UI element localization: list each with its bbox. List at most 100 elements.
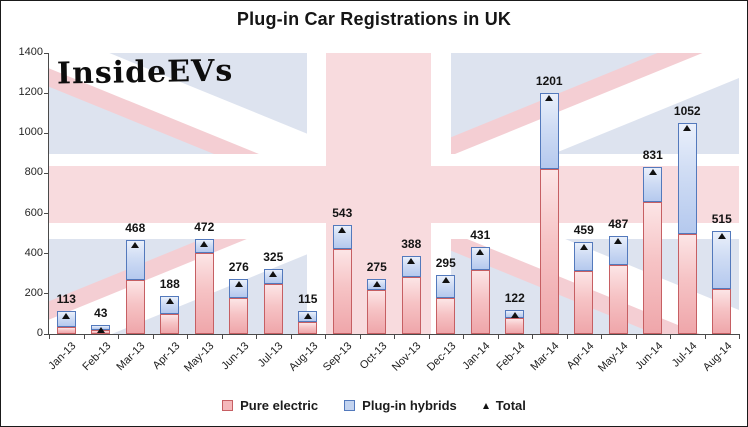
bar-plugin-hybrids-sep-13 (332, 225, 352, 249)
y-axis-label: 0 (36, 327, 43, 339)
total-marker-icon (407, 258, 416, 264)
y-axis-line (48, 53, 49, 335)
bar-pure-electric-jun-14 (643, 202, 663, 334)
bar-pure-electric-dec-13 (436, 298, 456, 334)
data-label-feb-14: 122 (504, 291, 525, 305)
total-marker-icon (303, 313, 312, 319)
x-axis-tick (49, 335, 50, 339)
x-axis-tick (497, 335, 499, 339)
bar-pure-electric-feb-14 (505, 318, 525, 334)
y-axis-tick (44, 333, 49, 335)
bar-pure-electric-mar-13 (125, 280, 145, 334)
legend-label-total: Total (495, 398, 526, 413)
x-axis-tick (428, 335, 430, 339)
data-label-aug-14: 515 (711, 212, 732, 226)
total-marker-icon (338, 227, 347, 233)
total-marker-icon (96, 327, 105, 333)
total-marker-icon (269, 271, 278, 277)
y-axis-tick (44, 253, 49, 255)
bar-pure-electric-nov-13 (401, 277, 421, 334)
y-axis-tick (44, 52, 49, 54)
x-axis-tick (290, 335, 292, 339)
legend-label-pure-electric: Pure electric (240, 398, 319, 413)
x-axis-tick (359, 335, 361, 339)
insideevs-watermark: InsideEVs (56, 53, 234, 92)
y-axis-label: 1000 (18, 126, 43, 139)
total-marker-icon (234, 281, 243, 287)
legend-label-plugin-hybrids: Plug-in hybrids (362, 398, 457, 413)
plot-area (49, 53, 739, 334)
data-label-jul-14: 1052 (673, 104, 701, 118)
bar-plugin-hybrids-jun-14 (643, 167, 663, 202)
y-axis-tick (44, 172, 49, 174)
total-marker-icon (62, 313, 71, 319)
y-axis-label: 600 (24, 206, 43, 219)
data-label-mar-13: 468 (125, 221, 146, 235)
bar-pure-electric-may-14 (608, 265, 628, 334)
x-axis-tick (635, 335, 637, 339)
legend-item-total: Total (482, 398, 526, 413)
x-axis-tick (256, 335, 257, 339)
y-axis-label: 800 (24, 166, 43, 179)
bar-pure-electric-jul-14 (677, 234, 697, 334)
total-marker-icon (579, 244, 588, 250)
bar-pure-electric-sep-13 (332, 249, 352, 334)
data-label-may-13: 472 (194, 220, 215, 234)
x-axis-tick (532, 335, 533, 339)
data-label-jun-14: 831 (642, 148, 663, 162)
bar-plugin-hybrids-jun-13 (229, 279, 249, 298)
x-axis-tick (187, 335, 188, 339)
x-axis-tick (325, 335, 326, 339)
data-label-jun-13: 276 (228, 260, 249, 274)
total-marker-icon (683, 125, 692, 131)
x-axis-tick (670, 335, 671, 339)
bar-pure-electric-apr-14 (574, 271, 594, 334)
chart-legend: Pure electric Plug-in hybrids Total (1, 398, 747, 413)
bar-pure-electric-apr-13 (160, 314, 180, 334)
legend-item-pure-electric: Pure electric (222, 398, 318, 413)
total-marker-icon (545, 95, 554, 101)
bar-plugin-hybrids-dec-13 (436, 275, 456, 298)
bar-plugin-hybrids-jul-14 (677, 123, 697, 234)
total-marker-icon (200, 241, 209, 247)
bar-pure-electric-oct-13 (367, 290, 387, 334)
total-marker-icon (372, 281, 381, 287)
bar-pure-electric-jan-14 (470, 270, 490, 334)
x-axis-tick (152, 335, 154, 339)
y-axis-label: 1400 (18, 46, 43, 58)
data-label-aug-13: 115 (298, 292, 318, 306)
bar-pure-electric-jul-13 (263, 284, 283, 334)
union-jack-horizontal-red-cross (49, 166, 739, 223)
y-axis-label: 400 (24, 246, 43, 259)
total-marker-icon (648, 169, 657, 175)
bar-plugin-hybrids-jan-13 (56, 311, 76, 327)
bar-pure-electric-aug-13 (298, 322, 318, 334)
bar-pure-electric-aug-14 (712, 289, 732, 334)
total-marker-icon (614, 238, 623, 244)
bar-plugin-hybrids-aug-14 (712, 231, 732, 289)
data-label-jul-13: 325 (263, 250, 284, 264)
total-marker-icon (510, 312, 519, 318)
x-axis-tick (739, 335, 740, 339)
bar-pure-electric-jan-13 (56, 327, 76, 334)
x-axis-tick (566, 335, 568, 339)
y-axis-tick (44, 132, 49, 134)
total-marker-icon (476, 249, 485, 255)
x-axis-tick (601, 335, 602, 339)
data-label-sep-13: 543 (332, 206, 353, 220)
data-label-nov-13: 388 (401, 237, 422, 251)
x-axis-line (45, 334, 740, 335)
x-axis-tick (704, 335, 706, 339)
total-marker-icon (482, 402, 489, 409)
x-axis-tick (118, 335, 119, 339)
x-axis-tick (394, 335, 395, 339)
bar-plugin-hybrids-mar-13 (125, 240, 145, 280)
data-label-jan-13: 113 (56, 292, 76, 306)
total-marker-icon (717, 233, 726, 239)
y-axis-tick (44, 92, 49, 94)
bar-pure-electric-may-13 (194, 253, 214, 334)
y-axis-tick (44, 213, 49, 215)
plugin-hybrids-swatch-icon (344, 400, 356, 411)
legend-item-plugin-hybrids: Plug-in hybrids (344, 398, 457, 413)
x-axis-tick (463, 335, 464, 339)
